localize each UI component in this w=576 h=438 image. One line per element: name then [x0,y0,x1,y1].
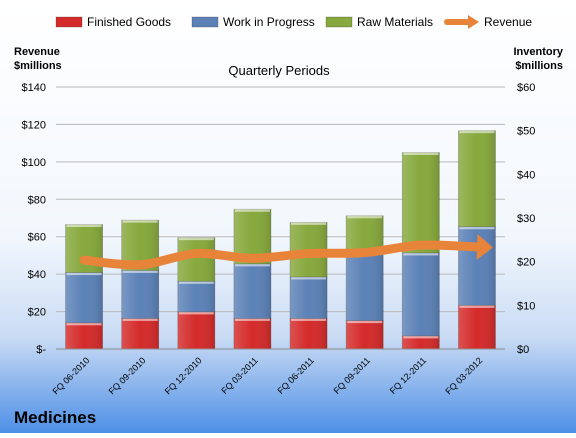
bar-highlight [234,263,270,267]
bar-highlight [66,272,102,276]
bar-shading [458,226,496,306]
bar-highlight [234,318,270,321]
bar-highlight [122,270,158,273]
left-tick-label: $140 [22,82,46,94]
bar-shading [177,311,215,349]
right-tick-label: $0 [517,344,529,356]
bar-shading [290,276,328,319]
right-tick-label: $10 [517,300,535,312]
legend-arrow-revenue [468,15,479,29]
left-axis-label-line1: Revenue [14,46,60,58]
legend-label-revenue: Revenue [484,15,532,29]
bar-highlight [178,311,214,315]
left-tick-label: $80 [28,194,46,206]
chart-title: Medicines [14,408,96,427]
right-tick-label: $60 [517,82,535,94]
right-axis-label-line2: $millions [515,60,563,72]
bar-shading [346,215,384,251]
bar-highlight [459,130,495,134]
legend: Finished Goods Work in Progress Raw Materi… [55,15,532,29]
left-axis-label-line2: $millions [14,60,62,72]
bar-shading [233,263,271,319]
left-tick-label: $20 [28,307,46,319]
bar-shading [402,335,440,349]
bar-highlight [122,220,158,223]
bar-highlight [403,335,439,339]
legend-label-raw-materials: Raw Materials [357,15,433,29]
legend-label-finished-goods: Finished Goods [87,15,171,29]
bar-highlight [291,222,327,225]
revenue-arrowhead [476,234,493,260]
right-tick-label: $20 [517,257,535,269]
left-tick-label: $60 [28,232,46,244]
right-tick-label: $30 [517,213,535,225]
bar-highlight [234,209,270,212]
bar-shading [177,281,215,312]
bar-shading [65,272,103,323]
bar-shading [402,252,440,336]
legend-label-work-in-progress: Work in Progress [223,15,315,29]
bar-highlight [291,318,327,321]
bar-shading [346,250,384,321]
bar-highlight [178,237,214,241]
bar-highlight [459,305,495,308]
bar-highlight [291,276,327,280]
bar-shading [121,318,159,349]
legend-swatch-raw-materials [325,16,353,28]
bar-shading [121,270,159,319]
bar-shading [346,320,384,349]
left-tick-label: $100 [22,157,46,169]
legend-swatch-work-in-progress [191,16,219,28]
bar-highlight [347,215,383,219]
bar-highlight [66,322,102,326]
revenue-line-path [79,240,482,270]
bar-shading [290,318,328,349]
left-tick-label: $120 [22,119,46,131]
bar-shading [233,318,271,349]
revenue-line [79,234,493,270]
chart-subtitle: Quarterly Periods [228,63,330,78]
bar-highlight [347,320,383,324]
right-tick-label: $50 [517,126,535,138]
bar-highlight [66,224,102,228]
left-tick-label: $- [36,344,46,356]
right-axis-label-line1: Inventory [513,46,563,58]
bar-highlight [403,152,439,155]
bar-shading [458,130,496,227]
bar-highlight [459,226,495,230]
bar-highlight [178,281,214,284]
bar-shading [458,305,496,349]
bar-highlight [122,318,158,321]
bar-highlight [403,252,439,256]
right-tick-label: $40 [517,169,535,181]
left-tick-label: $40 [28,269,46,281]
bar-shading [402,152,440,253]
bar-shading [65,322,103,349]
legend-swatch-finished-goods [55,16,83,28]
